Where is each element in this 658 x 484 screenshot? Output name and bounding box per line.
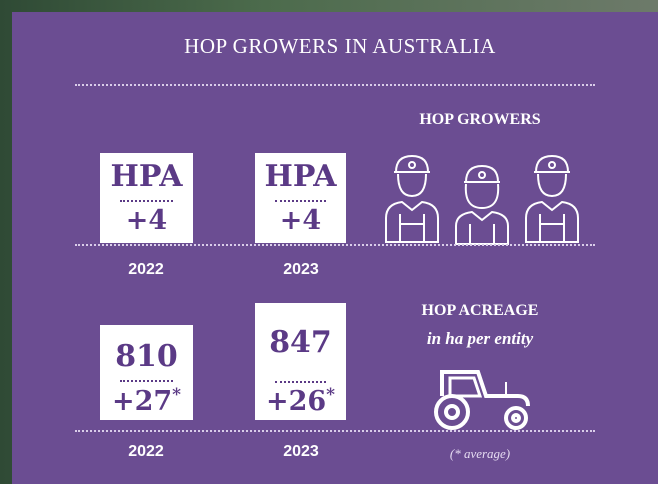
person-icon — [385, 154, 439, 243]
card-bottom: +27 — [111, 386, 173, 417]
card-top: 810 — [115, 339, 178, 374]
card-separator — [120, 200, 173, 202]
year-label: 2023 — [283, 261, 319, 278]
person-icon — [455, 164, 509, 245]
card-bottom-row: +27* — [100, 385, 193, 417]
year-label: 2022 — [128, 261, 164, 278]
footnote-mark: * — [172, 385, 182, 405]
growers-card: HPA +4 — [100, 153, 193, 243]
footnote-mark: * — [326, 385, 336, 405]
acreage-heading: HOP ACREAGE — [421, 302, 539, 319]
title: HOP GROWERS IN AUSTRALIA — [184, 34, 496, 58]
tractor-icon — [434, 370, 530, 430]
divider — [75, 430, 595, 432]
card-separator — [120, 380, 173, 382]
year-label: 2022 — [128, 443, 164, 460]
card-bottom: +4 — [125, 205, 168, 236]
acreage-card: 847 +26* — [255, 303, 346, 420]
grower-icons — [385, 154, 579, 245]
card-separator — [275, 381, 326, 383]
footnote: (* average) — [449, 446, 511, 461]
card-top: HPA — [110, 159, 183, 194]
card-bottom-row: +26* — [255, 385, 346, 417]
growers-card: HPA +4 — [255, 153, 346, 243]
growers-heading: HOP GROWERS — [419, 111, 541, 128]
acreage-card: 810 +27* — [100, 325, 193, 420]
acreage-subheading: in ha per entity — [426, 329, 534, 348]
card-top: 847 — [269, 325, 332, 360]
divider — [75, 244, 595, 246]
divider — [75, 84, 595, 86]
card-bottom: +4 — [279, 205, 322, 236]
card-separator — [275, 200, 326, 202]
year-label: 2023 — [283, 443, 319, 460]
card-top: HPA — [264, 159, 337, 194]
person-icon — [525, 154, 579, 243]
card-bottom: +26 — [265, 386, 327, 417]
